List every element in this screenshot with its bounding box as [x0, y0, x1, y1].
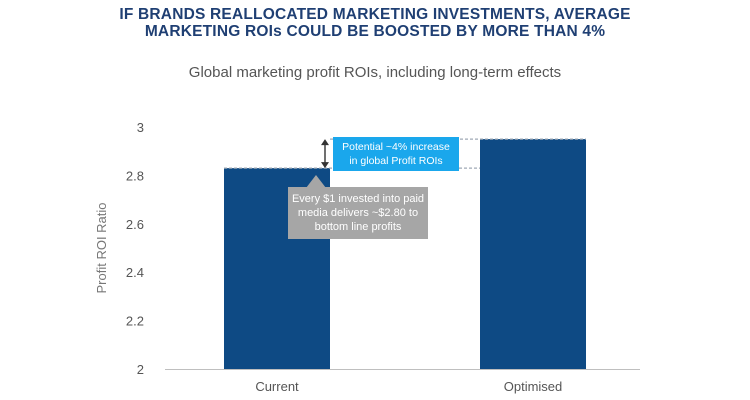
- increase-callout-line-1: Potential ~4% increase: [342, 141, 450, 153]
- increase-callout-line-2: in global Profit ROIs: [349, 155, 443, 167]
- invest-callout: Every $1 invested into paid media delive…: [288, 187, 428, 239]
- y-axis-label: Profit ROI Ratio: [94, 202, 109, 293]
- invest-callout-line-1: Every $1 invested into paid: [291, 193, 425, 205]
- invest-callout-line-3: bottom line profits: [314, 221, 402, 233]
- headline-line-1: IF BRANDS REALLOCATED MARKETING INVESTME…: [119, 6, 631, 23]
- invest-callout-line-2: media delivers ~$2.80 to: [297, 207, 419, 219]
- increase-arrow-head-up: [321, 139, 329, 146]
- x-tick-label: Optimised: [504, 379, 563, 394]
- headline-line-2: MARKETING ROIs COULD BE BOOSTED BY MORE …: [144, 23, 606, 40]
- y-tick-label: 3: [137, 120, 144, 135]
- increase-callout: Potential ~4% increase in global Profit …: [333, 137, 459, 171]
- x-tick-label: Current: [255, 379, 299, 394]
- y-tick-label: 2.6: [126, 217, 144, 232]
- y-tick-label: 2.2: [126, 314, 144, 329]
- chart-headline: IF BRANDS REALLOCATED MARKETING INVESTME…: [0, 6, 750, 40]
- increase-arrow-head-down: [321, 162, 329, 169]
- invest-callout-pointer: [306, 175, 326, 188]
- bar-optimised: [480, 139, 586, 369]
- y-tick-label: 2.4: [126, 265, 144, 280]
- y-tick-label: 2.8: [126, 168, 144, 183]
- chart-title: Global marketing profit ROIs, including …: [188, 64, 562, 81]
- y-tick-label: 2: [137, 362, 144, 377]
